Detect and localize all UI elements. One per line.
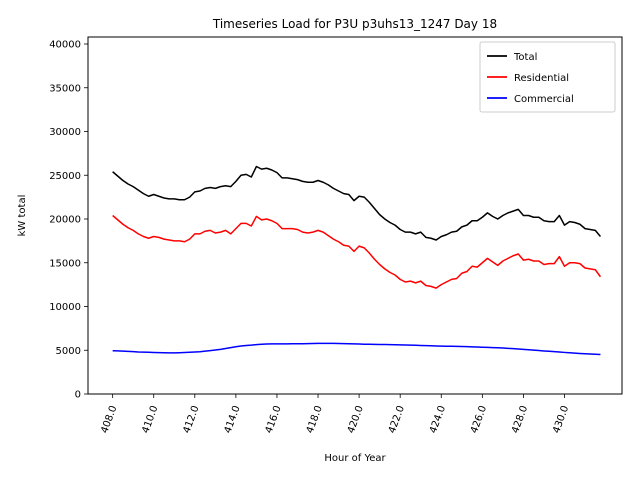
y-tick-label: 25000 xyxy=(49,171,81,182)
series-line-total xyxy=(112,165,602,241)
legend-label-residential: Residential xyxy=(514,73,569,84)
y-tick-label: 20000 xyxy=(49,215,81,226)
y-tick-label: 5000 xyxy=(56,346,81,357)
x-axis-label: Hour of Year xyxy=(324,453,386,464)
y-axis-label: kW total xyxy=(17,195,28,237)
chart-title: Timeseries Load for P3U p3uhs13_1247 Day… xyxy=(212,17,497,31)
legend-box xyxy=(479,41,616,113)
legend-label-total: Total xyxy=(513,52,537,63)
y-tick-label: 35000 xyxy=(49,83,81,94)
series-line-commercial xyxy=(112,342,601,356)
legend: Total Residential Commercial xyxy=(479,41,616,113)
plot-lines xyxy=(112,165,602,356)
y-tick-label: 30000 xyxy=(49,127,81,138)
y-tick-label: 15000 xyxy=(49,258,81,269)
y-tick-label: 0 xyxy=(75,390,81,401)
series-line-residential xyxy=(112,214,602,289)
y-tick-label: 40000 xyxy=(49,40,81,51)
legend-label-commercial: Commercial xyxy=(514,94,574,105)
y-axis: 0 5000 10000 15000 20000 25000 30000 35000 40000 xyxy=(49,40,88,401)
y-tick-label: 10000 xyxy=(49,302,81,313)
plot-frame xyxy=(87,36,623,395)
